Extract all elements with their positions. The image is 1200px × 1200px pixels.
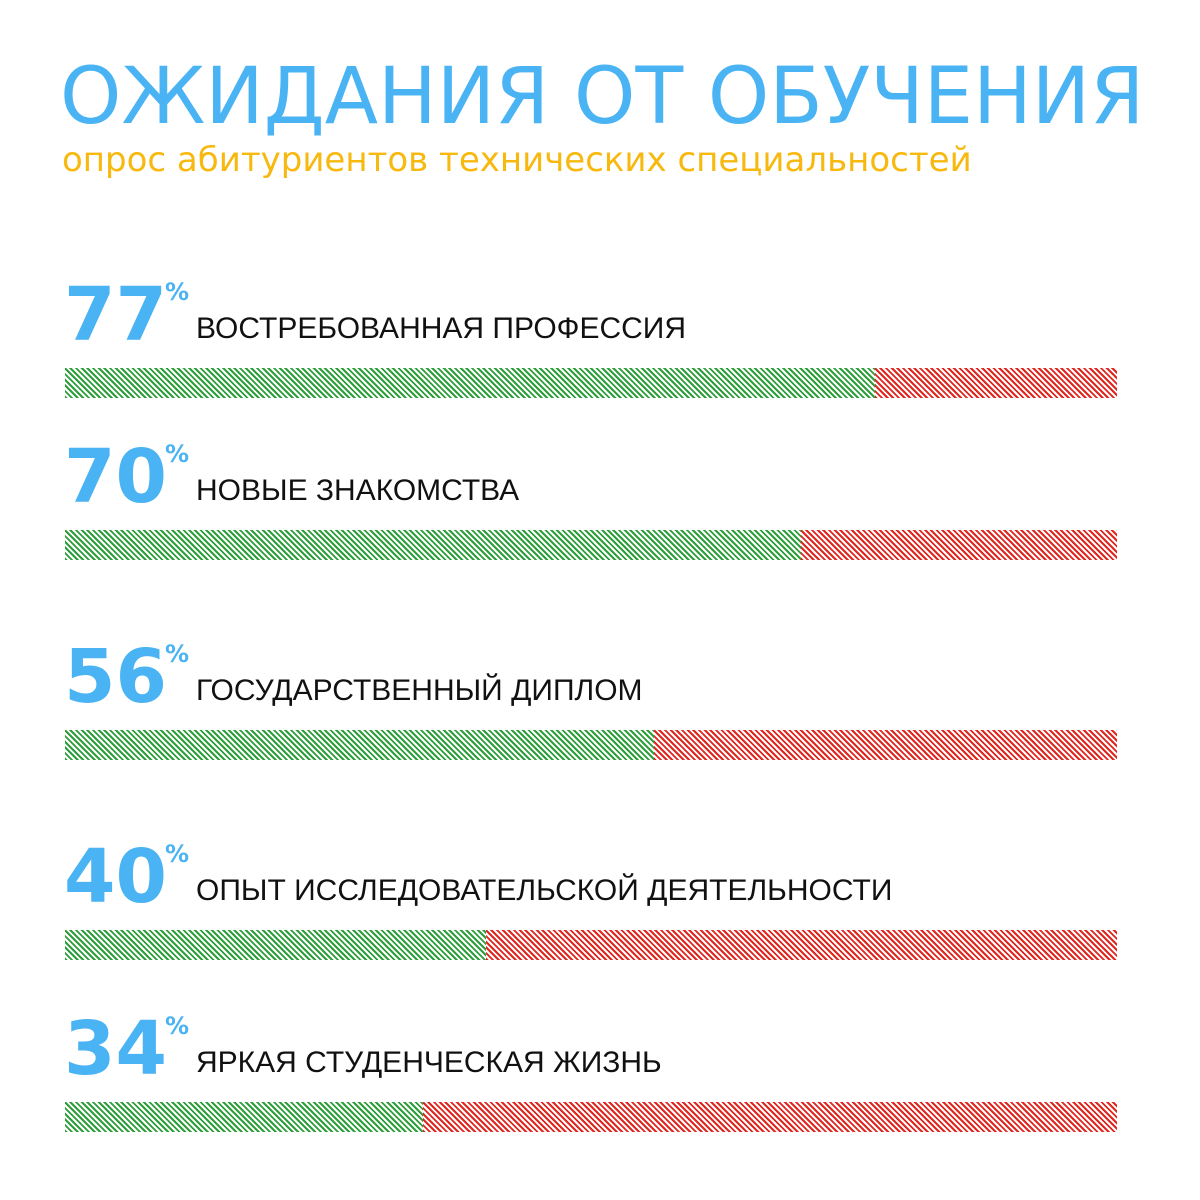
- chart-item: 34% ЯРКАЯ СТУДЕНЧЕСКАЯ ЖИЗНЬ: [0, 1012, 1200, 1162]
- percent-sign: %: [165, 1012, 190, 1040]
- chart-item: 70% НОВЫЕ ЗНАКОМСТВА: [0, 440, 1200, 590]
- bar-segment-no: [423, 1102, 1117, 1132]
- bar-segment-no: [654, 730, 1117, 760]
- chart-item: 40% ОПЫТ ИССЛЕДОВАТЕЛЬСКОЙ ДЕЯТЕЛЬНОСТИ: [0, 840, 1200, 990]
- bar-segment-yes: [65, 730, 654, 760]
- bar-segment-no: [486, 930, 1117, 960]
- bar-segment-no: [801, 530, 1117, 560]
- progress-bar: [65, 1102, 1117, 1132]
- category-label: ОПЫТ ИССЛЕДОВАТЕЛЬСКОЙ ДЕЯТЕЛЬНОСТИ: [196, 874, 893, 907]
- percent-value: 56: [64, 634, 167, 720]
- percent-sign: %: [165, 440, 190, 468]
- category-label: ГОСУДАРСТВЕННЫЙ ДИПЛОМ: [196, 674, 643, 707]
- percent-value: 70: [64, 434, 167, 520]
- bar-segment-yes: [65, 930, 486, 960]
- chart-item: 56% ГОСУДАРСТВЕННЫЙ ДИПЛОМ: [0, 640, 1200, 790]
- bar-segment-yes: [65, 368, 875, 398]
- bar-segment-yes: [65, 1102, 423, 1132]
- percent-value: 34: [64, 1006, 167, 1092]
- category-label: НОВЫЕ ЗНАКОМСТВА: [196, 474, 520, 507]
- bar-segment-no: [875, 368, 1117, 398]
- progress-bar: [65, 530, 1117, 560]
- progress-bar: [65, 730, 1117, 760]
- percent-value: 77: [64, 272, 167, 358]
- category-label: ЯРКАЯ СТУДЕНЧЕСКАЯ ЖИЗНЬ: [196, 1046, 662, 1079]
- percent-sign: %: [165, 640, 190, 668]
- percent-value: 40: [64, 834, 167, 920]
- progress-bar: [65, 368, 1117, 398]
- bar-segment-yes: [65, 530, 801, 560]
- category-label: ВОСТРЕБОВАННАЯ ПРОФЕССИЯ: [196, 312, 687, 345]
- chart-item: 77% ВОСТРЕБОВАННАЯ ПРОФЕССИЯ: [0, 278, 1200, 428]
- page-title: ОЖИДАНИЯ ОТ ОБУЧЕНИЯ: [60, 52, 1145, 142]
- page-subtitle: опрос абитуриентов технических специальн…: [62, 140, 972, 180]
- percent-sign: %: [165, 278, 190, 306]
- percent-sign: %: [165, 840, 190, 868]
- progress-bar: [65, 930, 1117, 960]
